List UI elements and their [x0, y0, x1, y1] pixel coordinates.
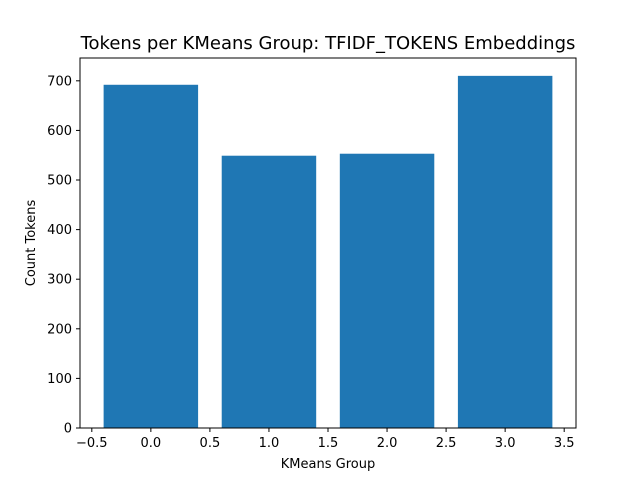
x-tick-label: 2.0: [377, 436, 398, 451]
bar-group-2: [339, 153, 435, 428]
y-tick-label: 400: [47, 223, 72, 238]
y-tick-label: 700: [47, 74, 72, 89]
y-tick-label: 100: [47, 372, 72, 387]
x-tick-label: 0.5: [200, 436, 221, 451]
y-tick-label: 200: [47, 322, 72, 337]
x-tick-label: −0.5: [76, 436, 108, 451]
y-tick-label: 600: [47, 124, 72, 139]
x-axis-title: KMeans Group: [281, 457, 375, 472]
x-axis-ticks: −0.5 0.0 0.5 1.0 1.5 2.0 2.5 3.0 3.5: [76, 428, 575, 451]
x-tick-label: 1.0: [259, 436, 280, 451]
plot-frame: [79, 57, 577, 429]
x-tick-label: 3.5: [554, 436, 575, 451]
bar-group-1: [221, 155, 317, 428]
chart-title: Tokens per KMeans Group: TFIDF_TOKENS Em…: [80, 33, 576, 54]
y-axis-title: Count Tokens: [24, 200, 39, 287]
y-tick-label: 0: [64, 422, 72, 437]
x-tick-label: 1.5: [318, 436, 339, 451]
y-tick-label: 500: [47, 174, 72, 189]
x-tick-label: 3.0: [495, 436, 516, 451]
y-tick-label: 300: [47, 273, 72, 288]
y-axis-ticks: 0 100 200 300 400 500 600 700: [47, 74, 80, 437]
bar-group-0: [103, 84, 199, 428]
bar-group-3: [457, 75, 553, 429]
bars-group: [103, 75, 553, 429]
x-tick-label: 0.0: [141, 436, 162, 451]
x-tick-label: 2.5: [436, 436, 457, 451]
